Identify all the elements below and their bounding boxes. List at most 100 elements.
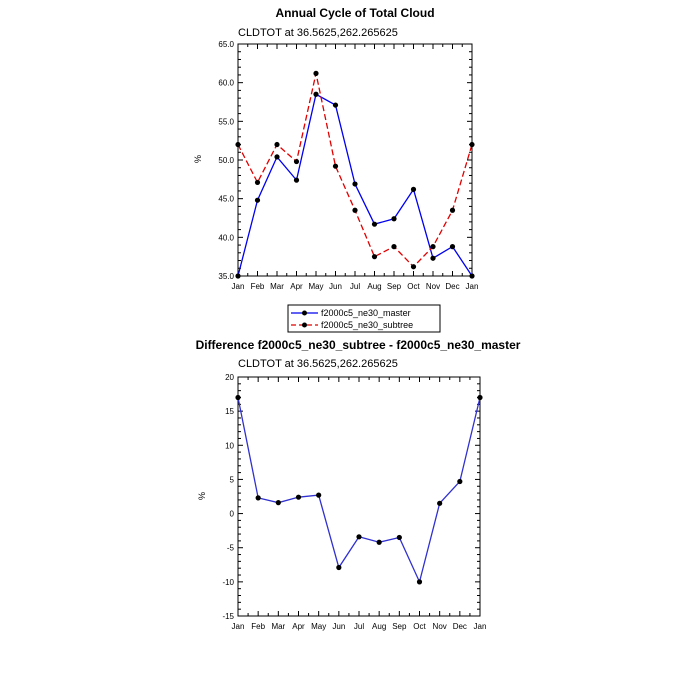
x-tick-label: Dec — [453, 622, 467, 631]
x-tick-label: Apr — [292, 622, 305, 631]
x-tick-label: May — [308, 282, 323, 291]
chart1-data-point — [332, 102, 339, 108]
chart1-data-point — [469, 273, 475, 279]
chart1-data-point — [332, 163, 339, 169]
x-tick-label: Jun — [329, 282, 342, 291]
chart1-data-point — [391, 216, 397, 222]
x-tick-label: Sep — [387, 282, 402, 291]
chart2-data-point — [275, 500, 281, 506]
chart2-data-point — [396, 534, 402, 541]
chart2-data-point — [235, 394, 241, 401]
x-tick-label: Oct — [407, 282, 420, 291]
chart1-ticks — [237, 43, 473, 277]
chart1-data-point — [235, 273, 241, 279]
chart1-data-point — [371, 221, 378, 227]
chart1-data-point — [449, 244, 456, 250]
legend-master-label: f2000c5_ne30_master — [321, 308, 411, 318]
x-tick-label: May — [311, 622, 326, 631]
y-tick-label: 65.0 — [218, 40, 234, 49]
chart2-y-tick-labels: -15 -10 -5 0 5 10 15 20 — [222, 373, 234, 621]
y-tick-label: 55.0 — [218, 117, 234, 126]
chart2-series — [235, 394, 483, 585]
chart1-data-point — [254, 197, 261, 203]
chart1-data-point — [371, 254, 378, 260]
x-tick-label: Jan — [232, 282, 245, 291]
chart2-data-point — [295, 494, 302, 500]
chart1-legend: f2000c5_ne30_master f2000c5_ne30_subtree — [287, 304, 441, 333]
chart1-title: Annual Cycle of Total Cloud — [275, 6, 434, 20]
chart1-series-line-1 — [237, 73, 473, 268]
chart1-data-point — [410, 186, 417, 192]
chart2-data-point — [457, 478, 463, 485]
chart2-data-point — [316, 492, 322, 498]
chart2-data-point — [336, 564, 342, 571]
x-tick-label: Apr — [290, 282, 303, 291]
chart2-data-point — [437, 500, 443, 506]
legend-subtree-label: f2000c5_ne30_subtree — [321, 320, 413, 330]
y-tick-label: 40.0 — [218, 233, 234, 242]
x-tick-label: Jul — [350, 282, 360, 291]
chart2-ticks — [237, 376, 481, 617]
y-tick-label: 5 — [230, 475, 235, 484]
chart1-data-point — [293, 158, 300, 165]
chart1-data-point — [235, 141, 241, 148]
chart2-subtitle: CLDTOT at 36.5625,262.265625 — [238, 358, 398, 370]
chart1-data-point — [274, 141, 280, 148]
legend-subtree-marker — [302, 322, 307, 328]
y-tick-label: 10 — [225, 441, 234, 450]
chart2-ylabel: % — [197, 492, 207, 500]
x-tick-label: Mar — [270, 282, 284, 291]
chart1-data-point — [352, 207, 358, 213]
x-tick-label: Sep — [392, 622, 407, 631]
x-tick-label: Mar — [271, 622, 285, 631]
chart1-data-point — [391, 244, 397, 250]
y-tick-label: 15 — [225, 407, 234, 416]
x-tick-label: Feb — [251, 622, 265, 631]
chart2-x-tick-labels: Jan Feb Mar Apr May Jun Jul Aug Sep Oct Nov Dec Jan — [232, 622, 487, 631]
chart1-x-tick-labels: Jan Feb Mar Apr May Jun Jul Aug Sep Oct Nov Dec Jan — [232, 282, 479, 291]
chart1-data-point — [313, 70, 319, 76]
chart1-data-point — [313, 91, 319, 97]
chart1-series — [235, 70, 475, 279]
chart2-data-point — [416, 579, 423, 585]
chart1-data-point — [410, 264, 417, 270]
x-tick-label: Aug — [372, 622, 386, 631]
chart2-data-point — [477, 394, 483, 401]
x-tick-label: Dec — [445, 282, 459, 291]
y-tick-label: -15 — [222, 612, 234, 621]
x-tick-label: Jan — [474, 622, 487, 631]
y-tick-label: 50.0 — [218, 156, 234, 165]
y-tick-label: 60.0 — [218, 79, 234, 88]
x-tick-label: Oct — [413, 622, 426, 631]
x-tick-label: Jul — [354, 622, 364, 631]
y-tick-label: 0 — [230, 510, 235, 519]
y-tick-label: 45.0 — [218, 195, 234, 204]
chart1-y-tick-labels: 35.0 40.0 45.0 50.0 55.0 60.0 65.0 — [218, 40, 234, 281]
x-tick-label: Jan — [466, 282, 479, 291]
y-tick-label: -10 — [222, 578, 234, 587]
chart1-data-point — [469, 141, 475, 148]
x-tick-label: Nov — [426, 282, 440, 291]
chart2-series-line-0 — [237, 397, 481, 584]
y-tick-label: 20 — [225, 373, 234, 382]
legend-box — [287, 304, 441, 333]
chart1-data-point — [430, 244, 436, 250]
x-tick-label: Jan — [232, 622, 245, 631]
chart2-data-point — [376, 539, 382, 545]
x-tick-label: Aug — [367, 282, 381, 291]
chart1-ylabel: % — [193, 155, 203, 163]
chart2-data-point — [356, 534, 362, 540]
chart1-data-point — [274, 154, 280, 160]
chart1-subtitle: CLDTOT at 36.5625,262.265625 — [238, 27, 398, 39]
chart1-data-point — [449, 207, 456, 213]
chart1-plot-frame — [237, 43, 473, 277]
chart2-plot-frame — [237, 376, 481, 617]
y-tick-label: 35.0 — [218, 272, 234, 281]
chart2-data-point — [255, 495, 261, 501]
chart1-data-point — [352, 181, 358, 187]
chart2-title: Difference f2000c5_ne30_subtree - f2000c… — [196, 338, 521, 352]
x-tick-label: Nov — [433, 622, 447, 631]
chart1-data-point — [254, 179, 261, 186]
y-tick-label: -5 — [227, 544, 235, 553]
